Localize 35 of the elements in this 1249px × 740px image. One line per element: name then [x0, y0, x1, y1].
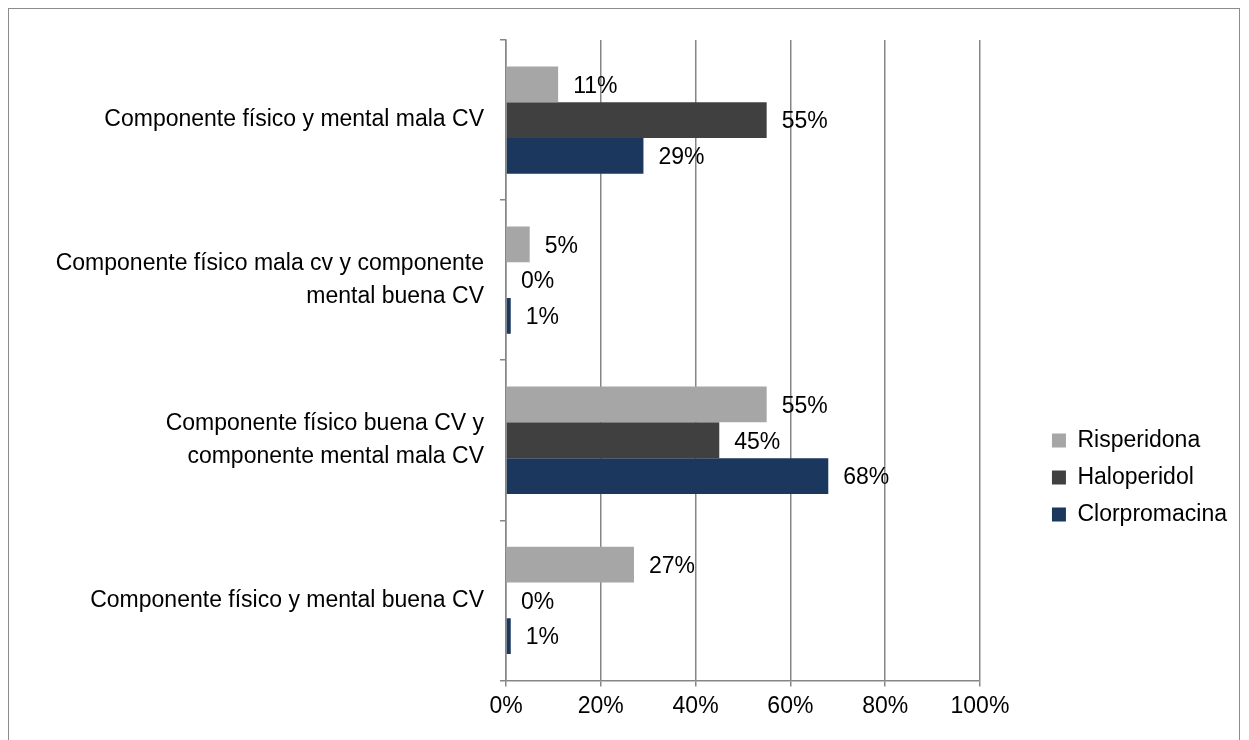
- bar: [506, 298, 511, 334]
- x-tick-label: 20%: [577, 691, 624, 718]
- data-label: 29%: [658, 143, 705, 170]
- y-tick-label: Componente físico mala cv y componente mental buena CV: [55, 249, 485, 308]
- x-tick-label: 40%: [672, 691, 719, 718]
- data-label: 45%: [734, 427, 781, 454]
- data-label: 0%: [521, 267, 555, 294]
- x-tick-label: 80%: [862, 691, 909, 718]
- legend-label: Haloperidol: [1077, 462, 1194, 489]
- bar: [506, 546, 634, 583]
- data-label: 68%: [843, 463, 890, 490]
- data-label: 0%: [521, 587, 555, 614]
- y-tick-label: Componente físico y mental buena CV: [90, 585, 485, 612]
- data-label: 11%: [573, 71, 618, 98]
- y-tick-label: Componente físico y mental mala CV: [104, 105, 485, 132]
- bar: [506, 618, 511, 654]
- data-label: 55%: [781, 391, 828, 418]
- x-tick-label: 60%: [767, 691, 814, 718]
- y-tick-label: Componente físico buena CV y componente mental mala CV: [165, 409, 485, 468]
- data-label: 1%: [525, 303, 559, 330]
- bar: [506, 102, 767, 138]
- legend-label: Risperidona: [1077, 425, 1201, 452]
- data-label: 55%: [781, 107, 828, 134]
- x-tick-label: 0%: [489, 691, 523, 718]
- data-label: 27%: [648, 551, 696, 578]
- bar: [506, 386, 767, 423]
- bar: [506, 226, 530, 263]
- bar: [506, 458, 829, 494]
- bar: [506, 66, 559, 103]
- x-tick-label: 100%: [950, 691, 1010, 718]
- bar: [506, 137, 644, 174]
- data-label: 5%: [544, 231, 578, 258]
- legend-label: Clorpromacina: [1077, 499, 1228, 526]
- bar: [506, 422, 720, 459]
- data-label: 1%: [525, 623, 559, 650]
